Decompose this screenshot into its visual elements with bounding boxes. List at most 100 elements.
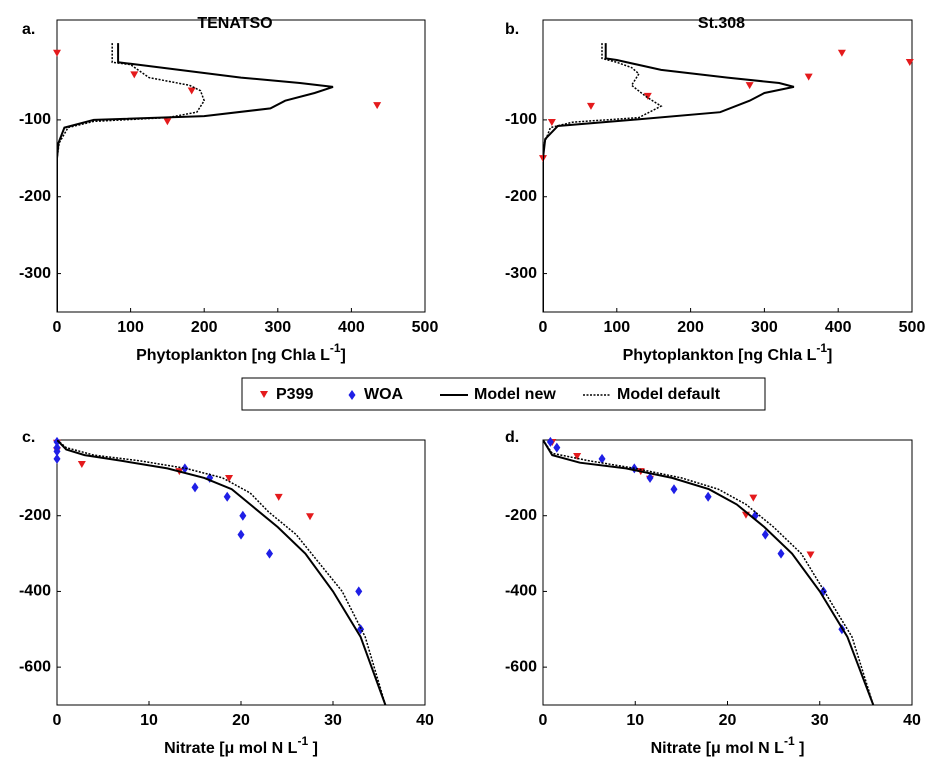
diamond-marker xyxy=(239,510,247,521)
diamond-marker xyxy=(355,586,363,597)
x-axis-label: Phytoplankton [ng Chla L-1] xyxy=(136,341,346,364)
x-tick-label: 30 xyxy=(324,712,342,729)
x-tick-label: 100 xyxy=(603,319,630,336)
triangle-marker xyxy=(163,118,172,126)
diamond-marker xyxy=(777,548,785,559)
y-tick-label: -600 xyxy=(19,658,51,675)
diamond-marker xyxy=(646,472,654,483)
x-axis-label-part: Nitrate [μ mol N L xyxy=(651,740,785,757)
x-axis-label-part: -1 xyxy=(816,341,827,355)
triangle-marker xyxy=(306,513,314,521)
y-tick-label: -400 xyxy=(505,583,537,600)
triangle-marker xyxy=(53,49,61,57)
triangle-marker xyxy=(130,71,139,79)
x-tick-label: 400 xyxy=(338,319,365,336)
x-axis-label: Nitrate [μ mol N L-1 ] xyxy=(164,734,318,757)
legend: P399 WOA Model new Model default xyxy=(241,377,766,411)
triangle-marker xyxy=(373,102,382,110)
plot-frame xyxy=(56,19,426,313)
y-tick-label: -300 xyxy=(19,265,51,282)
legend-swatch xyxy=(260,391,268,398)
x-tick-label: 400 xyxy=(825,319,852,336)
profile-line xyxy=(543,43,663,312)
x-tick-label: 10 xyxy=(626,712,644,729)
y-tick-label: -600 xyxy=(505,658,537,675)
diamond-marker xyxy=(237,529,245,540)
x-tick-label: 500 xyxy=(899,319,926,336)
x-tick-label: 300 xyxy=(751,319,778,336)
triangle-marker xyxy=(804,73,813,81)
x-axis-label-part: -1 xyxy=(784,734,795,748)
triangle-marker xyxy=(643,92,652,100)
x-tick-label: 20 xyxy=(232,712,250,729)
profile-line xyxy=(543,440,875,705)
panel: 0 10 20 30 40 -200 -400 -600 c. Nitrate [μ mol N … xyxy=(19,429,434,757)
x-axis-label-part: Phytoplankton [ng Chla L xyxy=(136,347,330,364)
x-tick-label: 100 xyxy=(117,319,144,336)
panel-label: a. xyxy=(22,21,35,38)
x-tick-label: 40 xyxy=(416,712,434,729)
diamond-marker xyxy=(761,529,769,540)
triangle-marker xyxy=(225,474,234,482)
x-axis-label-part: ] xyxy=(341,347,346,364)
diamond-marker xyxy=(553,442,561,453)
triangle-marker xyxy=(806,551,815,559)
triangle-marker xyxy=(573,453,582,461)
x-axis-label: Nitrate [μ mol N L-1 ] xyxy=(651,734,805,757)
profile-line xyxy=(57,440,387,705)
panel-label: c. xyxy=(22,429,35,446)
x-tick-label: 40 xyxy=(903,712,921,729)
plot-frame xyxy=(542,19,913,313)
diamond-marker xyxy=(191,482,199,493)
x-tick-label: 20 xyxy=(719,712,737,729)
x-tick-label: 200 xyxy=(677,319,704,336)
x-tick-label: 0 xyxy=(539,319,548,336)
triangle-marker xyxy=(187,87,196,95)
diamond-marker xyxy=(53,436,61,447)
diamond-marker xyxy=(670,484,678,495)
triangle-marker xyxy=(905,59,914,67)
diamond-marker xyxy=(53,446,61,457)
x-tick-label: 0 xyxy=(539,712,548,729)
legend-label: WOA xyxy=(364,386,404,403)
y-tick-label: -100 xyxy=(505,111,537,128)
profile-line xyxy=(57,43,334,312)
y-tick-label: -400 xyxy=(19,583,51,600)
x-axis-label-part: -1 xyxy=(297,734,308,748)
x-axis-label-part: Nitrate [μ mol N L xyxy=(164,740,298,757)
x-tick-label: 0 xyxy=(53,712,62,729)
y-tick-label: -200 xyxy=(19,188,51,205)
diamond-marker xyxy=(223,491,231,502)
panel-title: TENATSO xyxy=(197,15,272,32)
legend-swatch xyxy=(348,390,356,400)
y-tick-label: -200 xyxy=(505,507,537,524)
x-tick-label: 0 xyxy=(53,319,62,336)
diamond-marker xyxy=(266,548,274,559)
diamond-marker xyxy=(598,453,606,464)
diamond-marker xyxy=(53,453,61,464)
diamond-marker xyxy=(704,491,712,502)
x-tick-label: 10 xyxy=(140,712,158,729)
legend-label: P399 xyxy=(276,386,313,403)
x-tick-label: 30 xyxy=(811,712,829,729)
x-tick-label: 300 xyxy=(264,319,291,336)
y-tick-label: -200 xyxy=(505,188,537,205)
profile-line xyxy=(543,43,795,312)
legend-label: Model new xyxy=(474,386,556,403)
x-axis-label-part: -1 xyxy=(330,341,341,355)
y-tick-label: -100 xyxy=(19,111,51,128)
x-tick-label: 500 xyxy=(412,319,439,336)
panel-label: d. xyxy=(505,429,519,446)
x-axis-label-part: ] xyxy=(308,740,318,757)
plot-frame xyxy=(542,439,913,706)
legend-label: Model default xyxy=(617,386,721,403)
panel: 0 10 20 30 40 -200 -400 -600 d. Nitrate [μ mol N … xyxy=(505,429,921,757)
x-axis-label-part: ] xyxy=(827,347,832,364)
triangle-marker xyxy=(745,82,754,90)
triangle-marker xyxy=(77,460,86,468)
y-tick-label: -300 xyxy=(505,265,537,282)
triangle-marker xyxy=(547,118,556,126)
profile-line xyxy=(57,43,206,312)
panel-title: St.308 xyxy=(698,15,745,32)
